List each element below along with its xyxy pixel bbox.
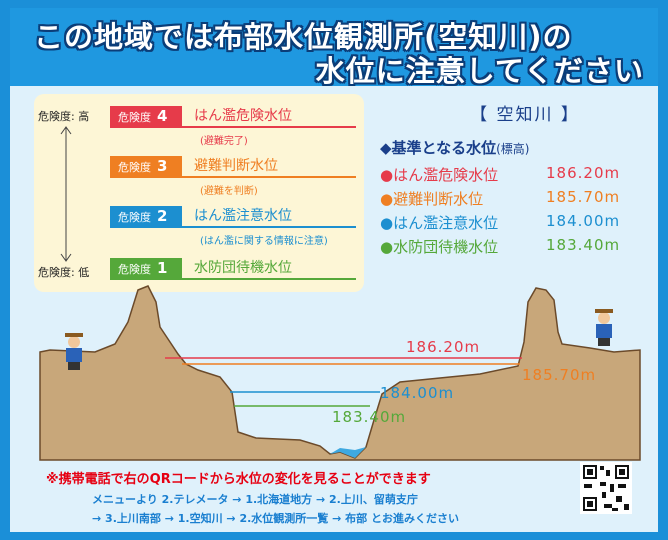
legend-value: 185.70m <box>546 188 620 206</box>
legend-name: ●はん濫注意水位 <box>380 214 498 232</box>
header: この地域では布部水位観測所(空知川)の 水位に注意してください <box>10 8 658 86</box>
level-label: 186.20m <box>406 338 480 356</box>
legend-name: ●水防団待機水位 <box>380 238 498 256</box>
legend-heading-text: ◆基準となる水位 <box>380 139 496 157</box>
legend-name: ●避難判断水位 <box>380 190 483 208</box>
badge-label: 危険度 <box>118 161 151 174</box>
level-underline <box>110 176 356 178</box>
level-underline <box>110 126 356 128</box>
badge-label: 危険度 <box>118 263 151 276</box>
level-underline <box>110 278 356 280</box>
notice: ※携帯電話で右のQRコードから水位の変化を見ることができます <box>46 468 431 487</box>
level-label: 185.70m <box>522 366 596 384</box>
scale-high: 危険度: 高 <box>38 108 89 124</box>
level-panel: 危険度: 高 危険度: 低 危険度 4 はん濫危険水位 (避難完了) 危険度 3 避難判断水… <box>34 94 364 292</box>
badge-level: 4 <box>157 107 167 125</box>
badge-level: 2 <box>157 207 167 225</box>
level-badge: 危険度 1 <box>110 258 182 278</box>
level-label: 183.40m <box>332 408 406 426</box>
legend-heading: ◆基準となる水位(標高) <box>380 137 650 158</box>
title-line: 水位に注意してください <box>316 48 644 90</box>
level-name: 水防団待機水位 <box>194 258 292 278</box>
level-note: (はん濫に関する情報に注意) <box>200 232 328 247</box>
sign-inner: この地域では布部水位観測所(空知川)の 水位に注意してください 危険度: 高 危… <box>10 8 658 532</box>
level-name: 避難判断水位 <box>194 156 278 176</box>
legend-value: 186.20m <box>546 164 620 182</box>
qr-code <box>580 462 632 514</box>
level-badge: 危険度 2 <box>110 206 182 226</box>
level-note: (避難を判断) <box>200 182 258 197</box>
legend-item: ●水防団待機水位 183.40m <box>380 236 650 260</box>
person-right <box>595 309 613 346</box>
scale-arrow <box>60 126 72 262</box>
river-name: 【 空知川 】 <box>400 100 650 125</box>
level-name: はん濫危険水位 <box>194 106 292 126</box>
body: 危険度: 高 危険度: 低 危険度 4 はん濫危険水位 (避難完了) 危険度 3 避難判断水… <box>10 86 658 532</box>
legend-heading-note: (標高) <box>496 142 529 156</box>
badge-level: 3 <box>157 157 167 175</box>
legend-item: ●避難判断水位 185.70m <box>380 188 650 212</box>
legend-value: 184.00m <box>546 212 620 230</box>
legend-item: ●はん濫危険水位 186.20m <box>380 164 650 188</box>
level-underline <box>110 226 356 228</box>
legend-item: ●はん濫注意水位 184.00m <box>380 212 650 236</box>
nav-step: メニューより 2.テレメータ → 1.北海道地方 → 2.上川、留萌支庁 <box>92 491 418 507</box>
level-badge: 危険度 3 <box>110 156 182 176</box>
level-row: 危険度 1 水防団待機水位 <box>110 258 356 280</box>
nav-step: → 3.上川南部 → 1.空知川 → 2.水位観測所一覧 → 布部 とお進みくだ… <box>92 510 459 526</box>
level-badge: 危険度 4 <box>110 106 182 126</box>
level-note: (避難完了) <box>200 132 248 147</box>
cross-section: 186.20m 185.70m 184.00m 183.40m <box>10 282 658 462</box>
legend-name: ●はん濫危険水位 <box>380 166 498 184</box>
badge-label: 危険度 <box>118 111 151 124</box>
sign: この地域では布部水位観測所(空知川)の 水位に注意してください 危険度: 高 危… <box>0 0 668 540</box>
legend: 【 空知川 】 ◆基準となる水位(標高) ●はん濫危険水位 186.20m ●避難判… <box>380 100 650 260</box>
badge-level: 1 <box>157 259 167 277</box>
level-label: 184.00m <box>380 384 454 402</box>
level-name: はん濫注意水位 <box>194 206 292 226</box>
badge-label: 危険度 <box>118 211 151 224</box>
scale-low: 危険度: 低 <box>38 264 89 280</box>
legend-value: 183.40m <box>546 236 620 254</box>
